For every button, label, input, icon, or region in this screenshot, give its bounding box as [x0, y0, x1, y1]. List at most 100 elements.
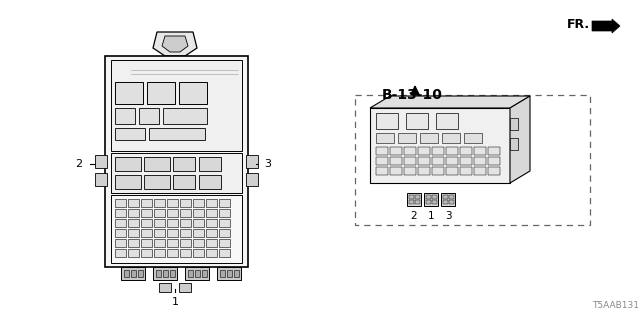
Bar [115, 128, 145, 140]
Text: FR.: FR. [567, 18, 590, 31]
Bar [111, 60, 242, 151]
Bar [488, 157, 500, 165]
Bar [128, 219, 139, 227]
Bar [115, 108, 135, 124]
Polygon shape [592, 19, 620, 33]
Bar [488, 167, 500, 175]
Polygon shape [153, 32, 197, 56]
Bar [418, 157, 430, 165]
Bar [436, 113, 458, 129]
Bar [219, 209, 230, 217]
Bar [460, 167, 472, 175]
Bar [406, 113, 428, 129]
Bar [219, 239, 230, 247]
Bar [115, 175, 141, 189]
Bar [170, 270, 175, 277]
Bar [246, 173, 258, 186]
Bar [424, 193, 438, 206]
Bar [154, 239, 165, 247]
Bar [95, 155, 107, 168]
Bar [199, 157, 221, 171]
Bar [409, 200, 414, 204]
Text: 3: 3 [445, 211, 451, 221]
Bar [202, 270, 207, 277]
Bar [167, 239, 178, 247]
Bar [154, 209, 165, 217]
Bar [128, 229, 139, 237]
Bar [404, 167, 416, 175]
Bar [206, 219, 217, 227]
Bar [460, 147, 472, 155]
Bar [376, 113, 398, 129]
Bar [446, 167, 458, 175]
Bar [167, 219, 178, 227]
Bar [167, 229, 178, 237]
Bar [115, 157, 141, 171]
Bar [115, 209, 126, 217]
Bar [460, 157, 472, 165]
Polygon shape [370, 96, 530, 108]
Bar [121, 267, 145, 280]
Text: 1: 1 [172, 297, 179, 307]
Bar [141, 249, 152, 257]
Polygon shape [370, 108, 510, 183]
Bar [141, 229, 152, 237]
Bar [398, 133, 416, 143]
Bar [219, 219, 230, 227]
Bar [510, 118, 518, 130]
Bar [115, 239, 126, 247]
Bar [432, 147, 444, 155]
Bar [159, 283, 171, 292]
Bar [418, 167, 430, 175]
Bar [138, 270, 143, 277]
Bar [219, 199, 230, 207]
Bar [409, 195, 414, 199]
Bar [474, 157, 486, 165]
Bar [180, 209, 191, 217]
Bar [446, 157, 458, 165]
Bar [188, 270, 193, 277]
Bar [179, 283, 191, 292]
Bar [131, 270, 136, 277]
Bar [156, 270, 161, 277]
Bar [390, 147, 402, 155]
Bar [141, 209, 152, 217]
Bar [246, 155, 258, 168]
Bar [415, 200, 420, 204]
Bar [180, 199, 191, 207]
Text: 2: 2 [411, 211, 417, 221]
Bar [219, 249, 230, 257]
Bar [443, 200, 448, 204]
Bar [180, 239, 191, 247]
Bar [115, 82, 143, 104]
Bar [128, 199, 139, 207]
Bar [432, 167, 444, 175]
Bar [441, 193, 455, 206]
Bar [128, 249, 139, 257]
Bar [449, 195, 454, 199]
Bar [180, 219, 191, 227]
Bar [193, 239, 204, 247]
Text: B-13-10: B-13-10 [382, 88, 443, 102]
Bar [153, 267, 177, 280]
Bar [510, 138, 518, 150]
Bar [474, 147, 486, 155]
Polygon shape [162, 36, 188, 52]
Bar [418, 147, 430, 155]
Bar [115, 229, 126, 237]
Bar [206, 209, 217, 217]
Bar [149, 128, 205, 140]
Bar [390, 157, 402, 165]
Bar [144, 157, 170, 171]
Bar [167, 199, 178, 207]
Bar [217, 267, 241, 280]
Bar [173, 175, 195, 189]
Bar [95, 173, 107, 186]
Bar [420, 133, 438, 143]
Bar [154, 199, 165, 207]
Bar [154, 219, 165, 227]
Bar [173, 157, 195, 171]
Bar [128, 239, 139, 247]
Text: 3: 3 [264, 159, 271, 169]
Bar [415, 195, 420, 199]
